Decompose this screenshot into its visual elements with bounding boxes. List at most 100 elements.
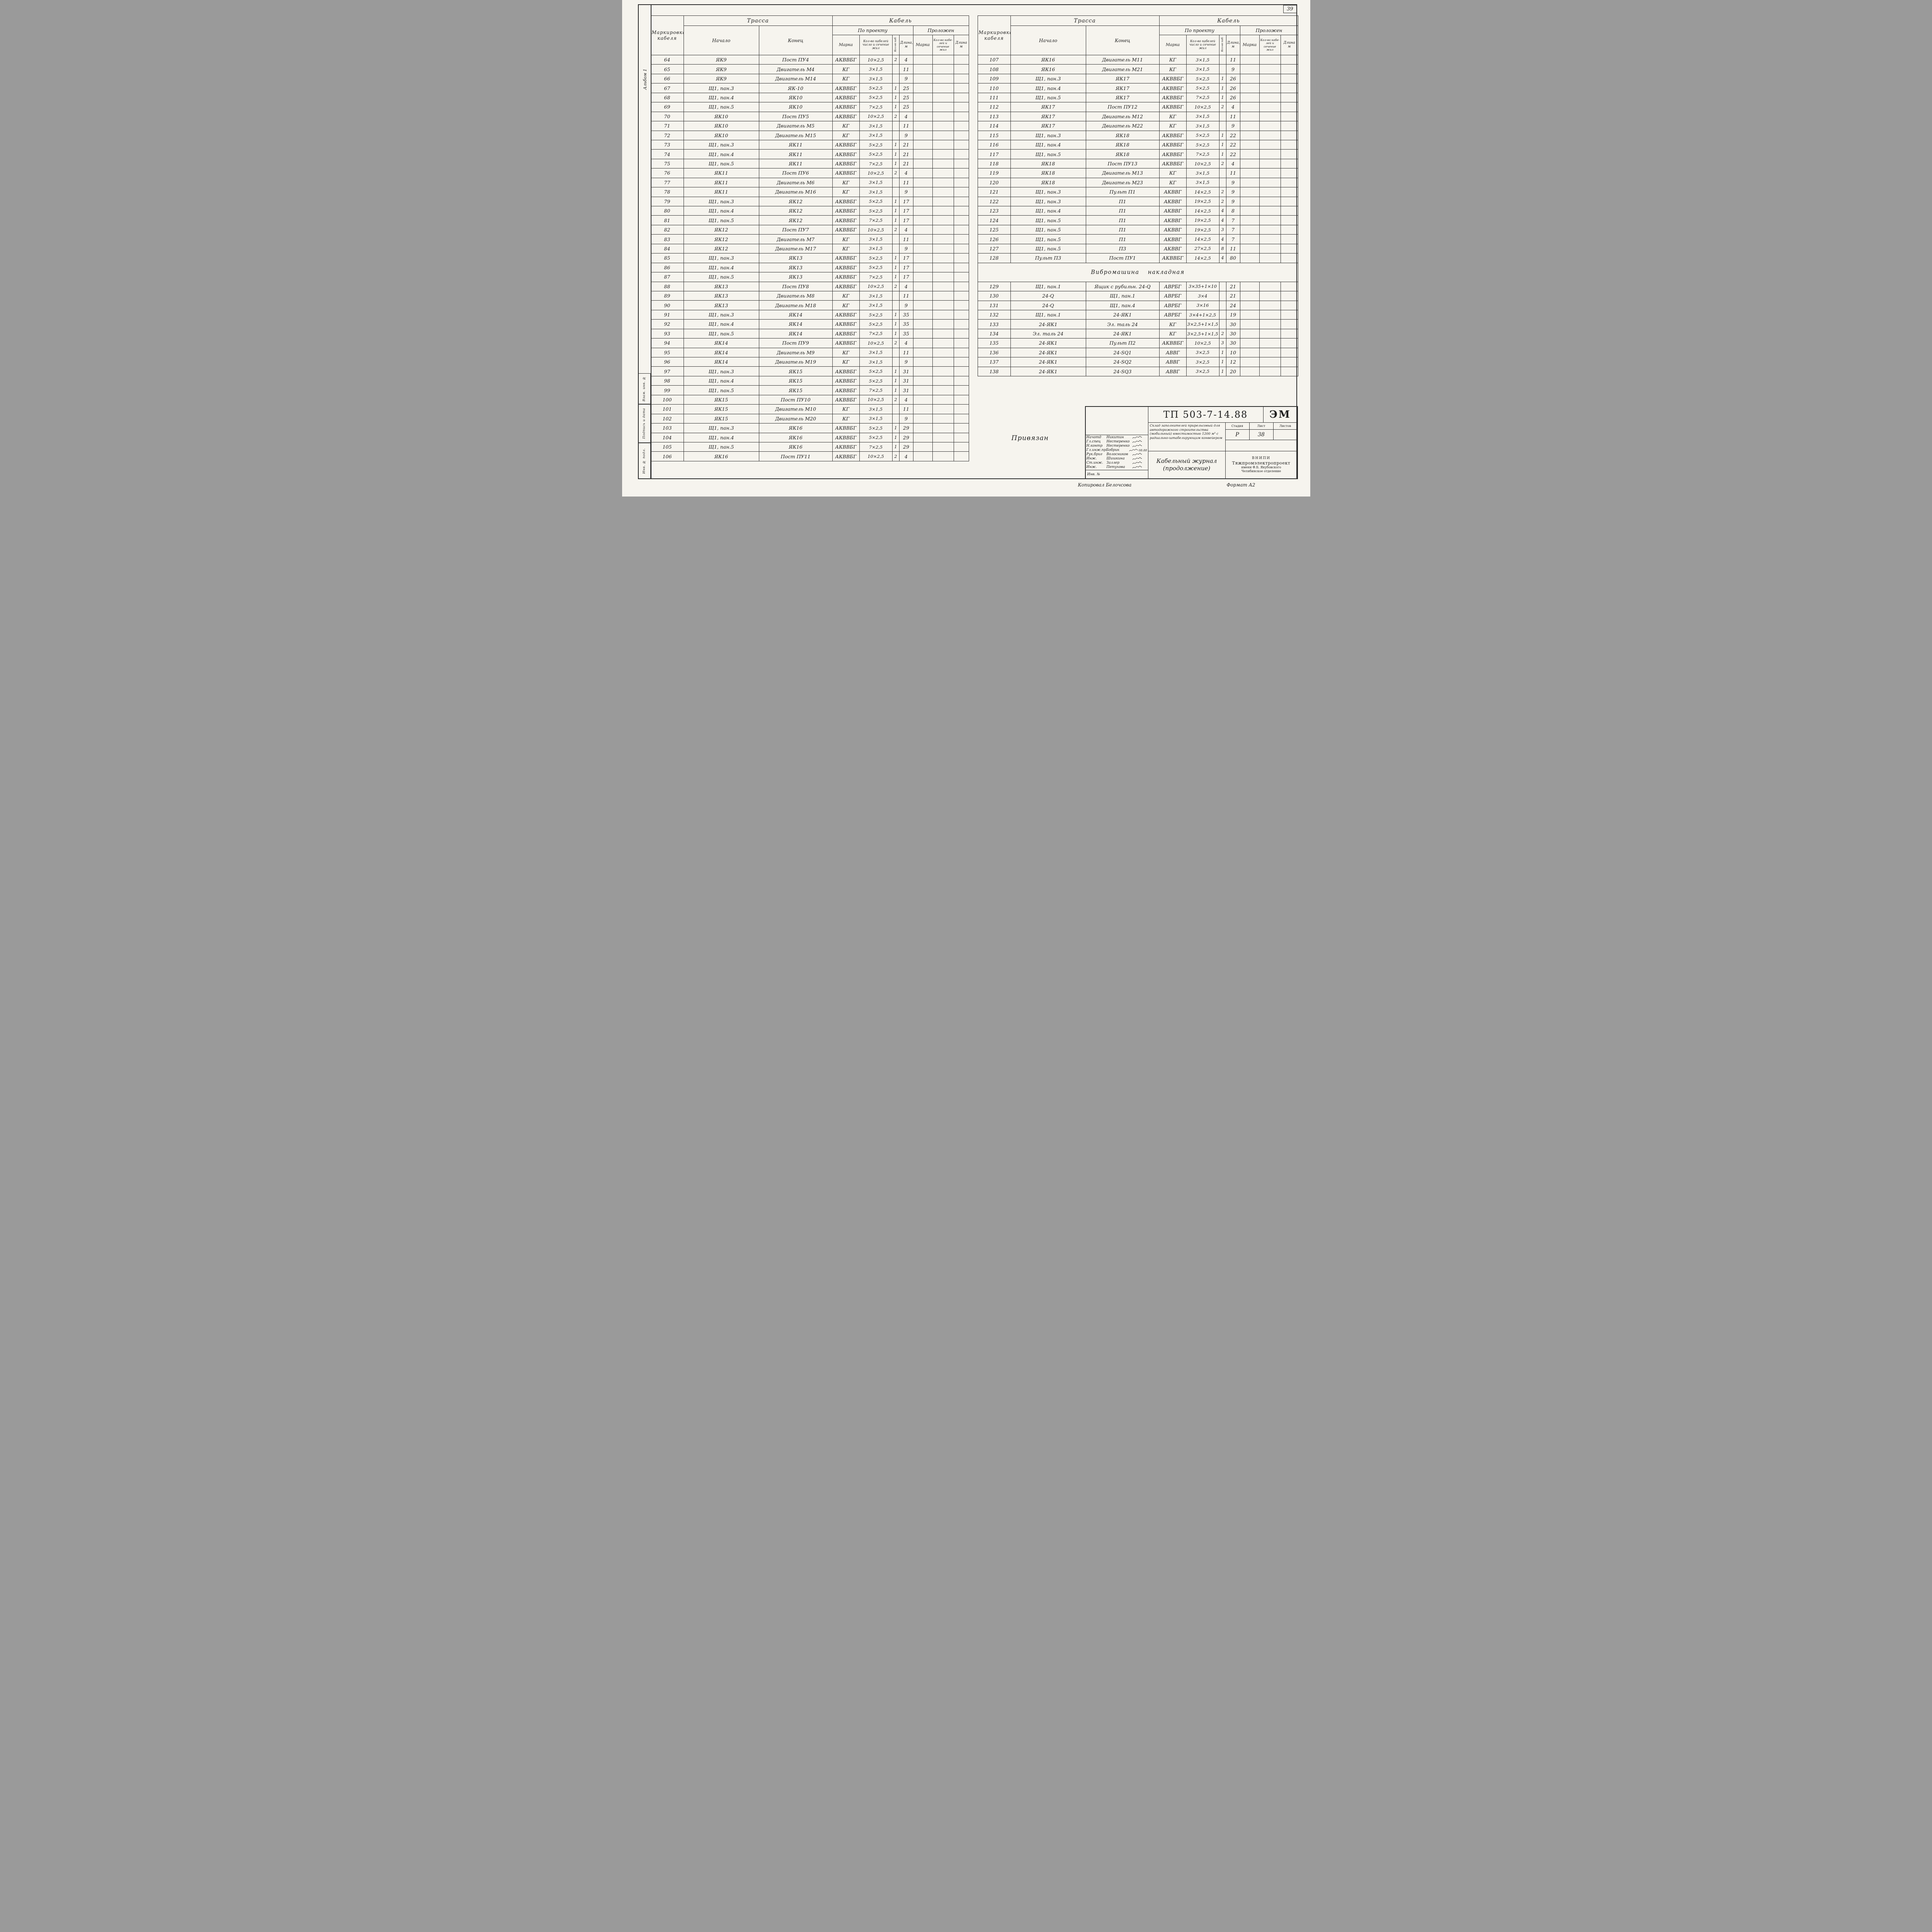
cell — [1240, 243, 1260, 254]
signature-scribble — [1132, 453, 1142, 456]
table-row: 100 ЯК15 Пост ПУ10 АКВВБГ 10×2,5 2 4 — [650, 395, 969, 405]
cell: 24-SQ1 — [1085, 347, 1160, 358]
cell: 14×2,5 — [1186, 206, 1219, 216]
table-row: 95 ЯК14 Двигатель М9 КГ 3×1,5 11 — [650, 347, 969, 358]
cell — [953, 224, 969, 235]
cell — [932, 139, 954, 150]
cell: 1 — [892, 139, 900, 150]
cell — [953, 54, 969, 65]
cell — [1240, 158, 1260, 169]
cell — [1259, 310, 1281, 320]
cell: 9 — [899, 413, 913, 424]
cell — [1240, 196, 1260, 207]
cell: 7 — [1226, 224, 1240, 235]
cell: 3×2,5 — [1186, 357, 1219, 367]
cell: ЯК11 — [683, 187, 759, 197]
cell: АКВВБГ — [832, 54, 860, 65]
signer-name: Никитин — [1106, 435, 1124, 439]
cell: ЯК15 — [759, 366, 833, 376]
signer-role: Начотд — [1086, 435, 1101, 439]
cell — [913, 281, 933, 291]
cell: 2 — [892, 281, 900, 291]
cell: АКВВБГ — [832, 423, 860, 433]
cell — [892, 291, 900, 301]
cell — [1280, 310, 1298, 320]
col-count-section: Кол-во кабелей число и сечение жил — [1186, 35, 1219, 55]
cell: 1 — [1219, 139, 1226, 150]
col-brand: Марка — [832, 35, 860, 55]
cell — [932, 262, 954, 273]
col-route: Трасса — [683, 15, 833, 26]
cell: П1 — [1085, 206, 1160, 216]
cell — [913, 102, 933, 112]
cell: ЯК12 — [683, 234, 759, 244]
cell — [913, 121, 933, 131]
cell: АКВВГ — [1159, 224, 1187, 235]
cell: 25 — [899, 83, 913, 93]
cell — [1259, 224, 1281, 235]
stage-label: Стадия — [1226, 423, 1250, 429]
doc-type: ЭМ — [1263, 407, 1297, 422]
table-row: 120 ЯК18 Двигатель М23 КГ 3×1,5 9 — [977, 177, 1298, 188]
cell: Щ1, пан.4 — [683, 206, 759, 216]
cell: Пост ПУ9 — [759, 338, 833, 348]
table-row: 118 ЯК18 Пост ПУ13 АКВВБГ 10×2,5 2 4 — [977, 158, 1298, 169]
cell — [1240, 111, 1260, 122]
cell — [953, 338, 969, 348]
table-row: 73 Щ1, пан.3 ЯК11 АКВВБГ 5×2,5 1 21 — [650, 139, 969, 150]
cell: Щ1, пан.3 — [683, 310, 759, 320]
cell: Щ1, пан.3 — [1010, 73, 1086, 84]
cell — [932, 404, 954, 414]
cell: 5×2,5 — [1186, 73, 1219, 84]
cell: 91 — [650, 310, 684, 320]
cell: 3×1,5 — [1186, 54, 1219, 65]
cell: 3×1,5 — [859, 187, 893, 197]
cell — [953, 300, 969, 310]
cell: АКВВБГ — [1159, 130, 1187, 140]
cell: 3×2,5 — [1186, 347, 1219, 358]
cell: 95 — [650, 347, 684, 358]
cell — [1259, 253, 1281, 263]
cell: 2 — [892, 111, 900, 122]
cell: ЯК13 — [683, 300, 759, 310]
table-row: 72 ЯК10 Двигатель М15 КГ 3×1,5 9 — [650, 130, 969, 140]
cell: 2 — [1219, 196, 1226, 207]
cell — [1240, 253, 1260, 263]
cell: ЯК9 — [683, 54, 759, 65]
cell — [932, 243, 954, 254]
cell — [1280, 168, 1298, 178]
table-row: 125 Щ1, пан.5 П1 АКВВГ 19×2,5 3 7 — [977, 224, 1298, 235]
cell: 4 — [899, 338, 913, 348]
cell: ЯК16 — [1010, 64, 1086, 74]
cell — [1219, 281, 1226, 292]
signer-name: Нестеренко — [1106, 444, 1130, 448]
cell: КГ — [832, 300, 860, 310]
cell: 1 — [1219, 130, 1226, 140]
cell — [913, 413, 933, 424]
cell: ЯК16 — [759, 442, 833, 452]
cell: Пост ПУ7 — [759, 224, 833, 235]
cell: 1 — [892, 83, 900, 93]
cell: Щ1, пан.4 — [1010, 206, 1086, 216]
cell: 1 — [892, 206, 900, 216]
cell — [892, 177, 900, 188]
cell: Пост ПУ13 — [1085, 158, 1160, 169]
cell: 2 — [892, 54, 900, 65]
cell: КГ — [832, 73, 860, 84]
cell — [953, 83, 969, 93]
cell — [892, 347, 900, 358]
cell: Пост ПУ10 — [759, 395, 833, 405]
cell — [913, 215, 933, 225]
cell — [932, 413, 954, 424]
cell: 81 — [650, 215, 684, 225]
cell: 31 — [899, 366, 913, 376]
cell: Двигатель М6 — [759, 177, 833, 188]
table-row: 84 ЯК12 Двигатель М17 КГ 3×1,5 9 — [650, 243, 969, 254]
cell: Двигатель М13 — [1085, 168, 1160, 178]
cell: 1 — [1219, 92, 1226, 103]
table-row: 126 Щ1, пан.5 П1 АКВВГ 14×2,5 4 7 — [977, 234, 1298, 244]
cell — [1259, 149, 1281, 159]
cell — [953, 328, 969, 339]
cell — [913, 423, 933, 433]
col-laid: Проложен — [1240, 26, 1298, 35]
